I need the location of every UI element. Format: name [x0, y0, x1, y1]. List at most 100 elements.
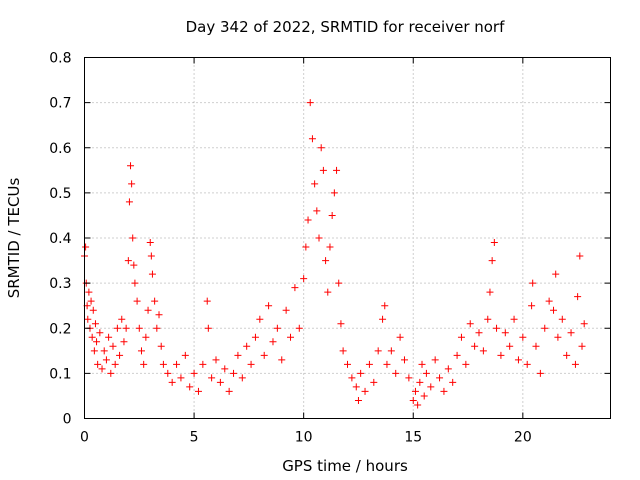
data-point [186, 383, 194, 391]
y-tick-labels: 0 0.1 0.2 0.3 0.4 0.5 0.6 0.7 0.8 [49, 51, 71, 428]
data-point [208, 374, 216, 382]
data-point [203, 297, 211, 305]
data-point [304, 216, 312, 224]
data-point [199, 360, 207, 368]
data-point [113, 324, 121, 332]
data-point [381, 302, 389, 310]
data-point [127, 162, 135, 170]
data-point [333, 166, 341, 174]
data-point [392, 369, 400, 377]
data-point [440, 387, 448, 395]
data-point [510, 315, 518, 323]
data-point [98, 365, 106, 373]
data-point [317, 144, 325, 152]
data-point [466, 320, 474, 328]
data-point [436, 374, 444, 382]
data-point [212, 356, 220, 364]
y-axis-label: SRMTID / TECUs [5, 178, 23, 299]
data-point [554, 333, 562, 341]
data-point [420, 392, 428, 400]
data-point [519, 333, 527, 341]
data-point [344, 360, 351, 368]
data-point [96, 329, 104, 337]
data-point [118, 315, 126, 323]
data-point [194, 387, 202, 395]
data-point [319, 166, 327, 174]
data-point [116, 351, 124, 359]
data-point [379, 315, 387, 323]
data-point [147, 252, 155, 260]
data-point [94, 360, 102, 368]
data-point [578, 342, 586, 350]
data-point [457, 333, 465, 341]
data-point [365, 360, 373, 368]
data-point [490, 239, 498, 247]
data-point [558, 315, 566, 323]
data-point [221, 365, 229, 373]
y-tick-label: 0 [63, 412, 72, 428]
data-point [506, 342, 514, 350]
data-point [159, 360, 167, 368]
data-point [322, 257, 330, 265]
data-point [144, 306, 152, 314]
data-point [497, 351, 505, 359]
data-point [129, 234, 137, 242]
data-point [190, 369, 198, 377]
data-point [109, 342, 117, 350]
data-point [486, 288, 494, 296]
data-point [265, 302, 273, 310]
data-point [302, 243, 310, 251]
data-point [238, 374, 246, 382]
data-point [501, 329, 509, 337]
data-point [475, 329, 483, 337]
data-point [370, 378, 378, 386]
data-point [120, 338, 128, 346]
data-point [125, 198, 133, 206]
data-point [287, 333, 295, 341]
data-point [532, 342, 540, 350]
data-point [488, 257, 496, 265]
data-point [278, 356, 286, 364]
data-point [87, 297, 95, 305]
data-point [93, 338, 101, 346]
chart-title: Day 342 of 2022, SRMTID for receiver nor… [186, 18, 506, 36]
data-point [148, 270, 156, 278]
x-tick-label: 0 [80, 430, 89, 446]
data-point [348, 374, 356, 382]
data-point [514, 356, 522, 364]
x-tick-labels: 0 5 10 15 20 [80, 430, 532, 446]
data-point [100, 347, 108, 355]
data-point [400, 356, 408, 364]
data-point [409, 396, 417, 404]
data-point [339, 347, 347, 355]
data-point [330, 189, 338, 197]
x-tick-label: 5 [190, 430, 199, 446]
data-point [122, 324, 130, 332]
data-point [157, 342, 165, 350]
data-point [88, 333, 96, 341]
data-point [576, 252, 584, 260]
data-point [291, 284, 299, 292]
data-point [357, 369, 365, 377]
data-point [168, 378, 176, 386]
data-point [471, 342, 479, 350]
data-point [479, 347, 487, 355]
data-point [405, 374, 413, 382]
data-point [102, 356, 110, 364]
data-point [177, 374, 185, 382]
data-point [216, 378, 224, 386]
data-marks [81, 99, 588, 409]
data-point [164, 369, 172, 377]
data-point [418, 360, 426, 368]
data-point [462, 360, 470, 368]
y-tick-label: 0.3 [49, 276, 71, 292]
data-point [484, 315, 492, 323]
data-point [151, 297, 159, 305]
data-point [269, 338, 277, 346]
data-point [85, 288, 93, 296]
data-point [529, 279, 537, 287]
data-point [153, 324, 161, 332]
data-point [444, 365, 452, 373]
y-tick-label: 0.8 [49, 51, 71, 67]
